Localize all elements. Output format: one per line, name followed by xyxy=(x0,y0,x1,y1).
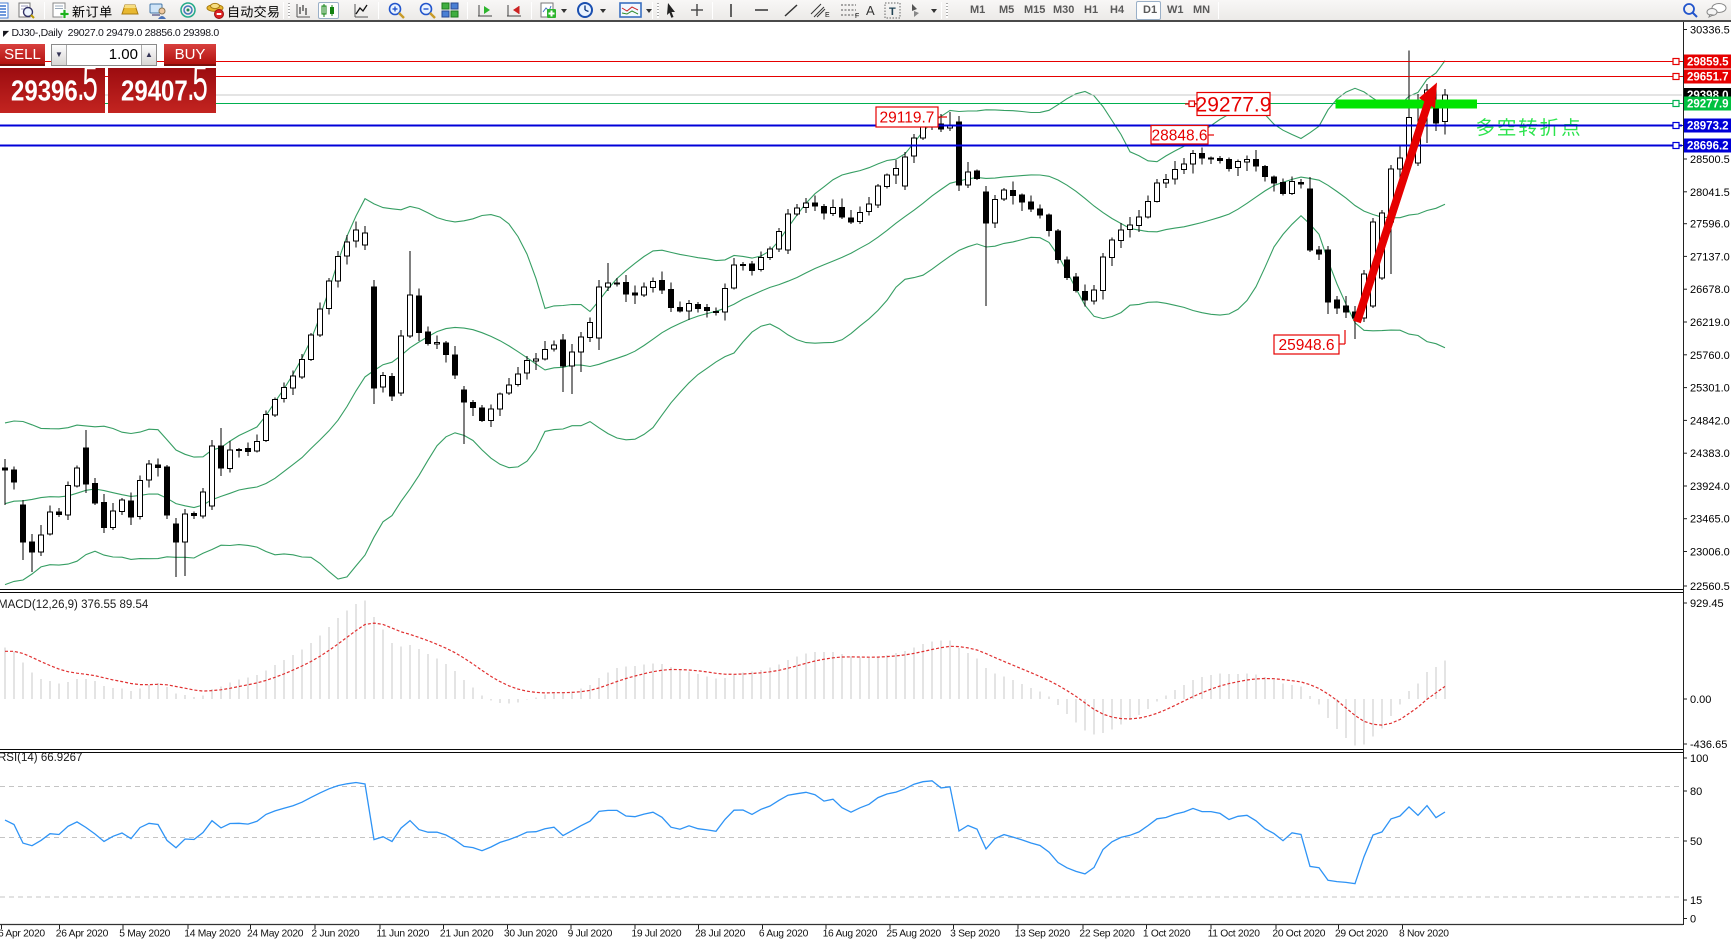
svg-text:26219.0: 26219.0 xyxy=(1690,317,1730,329)
svg-text:28500.5: 28500.5 xyxy=(1690,154,1730,166)
svg-text:100: 100 xyxy=(1690,753,1708,765)
svg-text:30336.5: 30336.5 xyxy=(1690,25,1730,37)
svg-text:E: E xyxy=(825,12,830,19)
svg-text:80: 80 xyxy=(1690,786,1702,798)
svg-text:28973.2: 28973.2 xyxy=(1687,121,1729,133)
svg-text:20 Oct 2020: 20 Oct 2020 xyxy=(1272,929,1325,940)
svg-text:RSI(14) 66.9267: RSI(14) 66.9267 xyxy=(0,752,82,764)
svg-text:29119.7: 29119.7 xyxy=(880,110,935,127)
svg-text:11 Jun 2020: 11 Jun 2020 xyxy=(376,929,429,940)
svg-text:0: 0 xyxy=(1690,914,1696,926)
svg-text:27137.0: 27137.0 xyxy=(1690,251,1730,263)
svg-text:25 Aug 2020: 25 Aug 2020 xyxy=(886,929,941,940)
svg-text:28 Jul 2020: 28 Jul 2020 xyxy=(695,929,746,940)
svg-text:29651.7: 29651.7 xyxy=(1687,72,1729,84)
svg-text:28848.6: 28848.6 xyxy=(1151,127,1207,144)
svg-text:22560.5: 22560.5 xyxy=(1690,581,1730,593)
svg-text:929.45: 929.45 xyxy=(1690,598,1724,610)
svg-text:MACD(12,26,9) 376.55 89.54: MACD(12,26,9) 376.55 89.54 xyxy=(0,599,149,611)
svg-text:26678.0: 26678.0 xyxy=(1690,284,1730,296)
svg-text:11 Oct 2020: 11 Oct 2020 xyxy=(1208,929,1261,940)
svg-text:3 Sep 2020: 3 Sep 2020 xyxy=(950,929,1000,940)
svg-text:13 Sep 2020: 13 Sep 2020 xyxy=(1015,929,1071,940)
svg-text:0.00: 0.00 xyxy=(1690,694,1711,706)
svg-text:T: T xyxy=(889,6,896,18)
svg-text:23465.0: 23465.0 xyxy=(1690,514,1730,526)
svg-text:19 Jul 2020: 19 Jul 2020 xyxy=(631,929,682,940)
svg-text:24383.0: 24383.0 xyxy=(1690,448,1730,460)
svg-text:29859.5: 29859.5 xyxy=(1687,57,1729,69)
svg-text:23006.0: 23006.0 xyxy=(1690,547,1730,559)
svg-text:28696.2: 28696.2 xyxy=(1687,141,1729,153)
svg-text:1 Oct 2020: 1 Oct 2020 xyxy=(1143,929,1191,940)
svg-text:25760.0: 25760.0 xyxy=(1690,350,1730,362)
svg-text:-436.65: -436.65 xyxy=(1690,739,1727,751)
svg-text:29277.9: 29277.9 xyxy=(1687,99,1729,111)
svg-text:29277.9: 29277.9 xyxy=(1196,94,1272,117)
svg-text:14 May 2020: 14 May 2020 xyxy=(184,929,241,940)
svg-text:15: 15 xyxy=(1690,895,1702,907)
svg-text:24 May 2020: 24 May 2020 xyxy=(247,929,304,940)
svg-text:6 Apr 2020: 6 Apr 2020 xyxy=(0,929,45,940)
svg-text:24842.0: 24842.0 xyxy=(1690,415,1730,427)
svg-text:25301.0: 25301.0 xyxy=(1690,383,1730,395)
svg-text:21 Jun 2020: 21 Jun 2020 xyxy=(440,929,494,940)
svg-text:25948.6: 25948.6 xyxy=(1278,337,1334,354)
svg-text:26 Apr 2020: 26 Apr 2020 xyxy=(56,929,109,940)
svg-text:28041.5: 28041.5 xyxy=(1690,187,1730,199)
svg-text:F: F xyxy=(855,13,859,19)
svg-text:27596.0: 27596.0 xyxy=(1690,219,1730,231)
svg-text:30 Jun 2020: 30 Jun 2020 xyxy=(504,929,558,940)
svg-text:29 Oct 2020: 29 Oct 2020 xyxy=(1335,929,1388,940)
svg-text:22 Sep 2020: 22 Sep 2020 xyxy=(1079,929,1135,940)
svg-text:2 Jun 2020: 2 Jun 2020 xyxy=(311,929,360,940)
svg-text:5 May 2020: 5 May 2020 xyxy=(119,929,170,940)
svg-text:50: 50 xyxy=(1690,836,1702,848)
svg-text:6 Aug 2020: 6 Aug 2020 xyxy=(759,929,809,940)
svg-text:23924.0: 23924.0 xyxy=(1690,481,1730,493)
svg-text:16 Aug 2020: 16 Aug 2020 xyxy=(823,929,878,940)
svg-text:9 Jul 2020: 9 Jul 2020 xyxy=(568,929,613,940)
svg-text:8 Nov 2020: 8 Nov 2020 xyxy=(1399,929,1449,940)
